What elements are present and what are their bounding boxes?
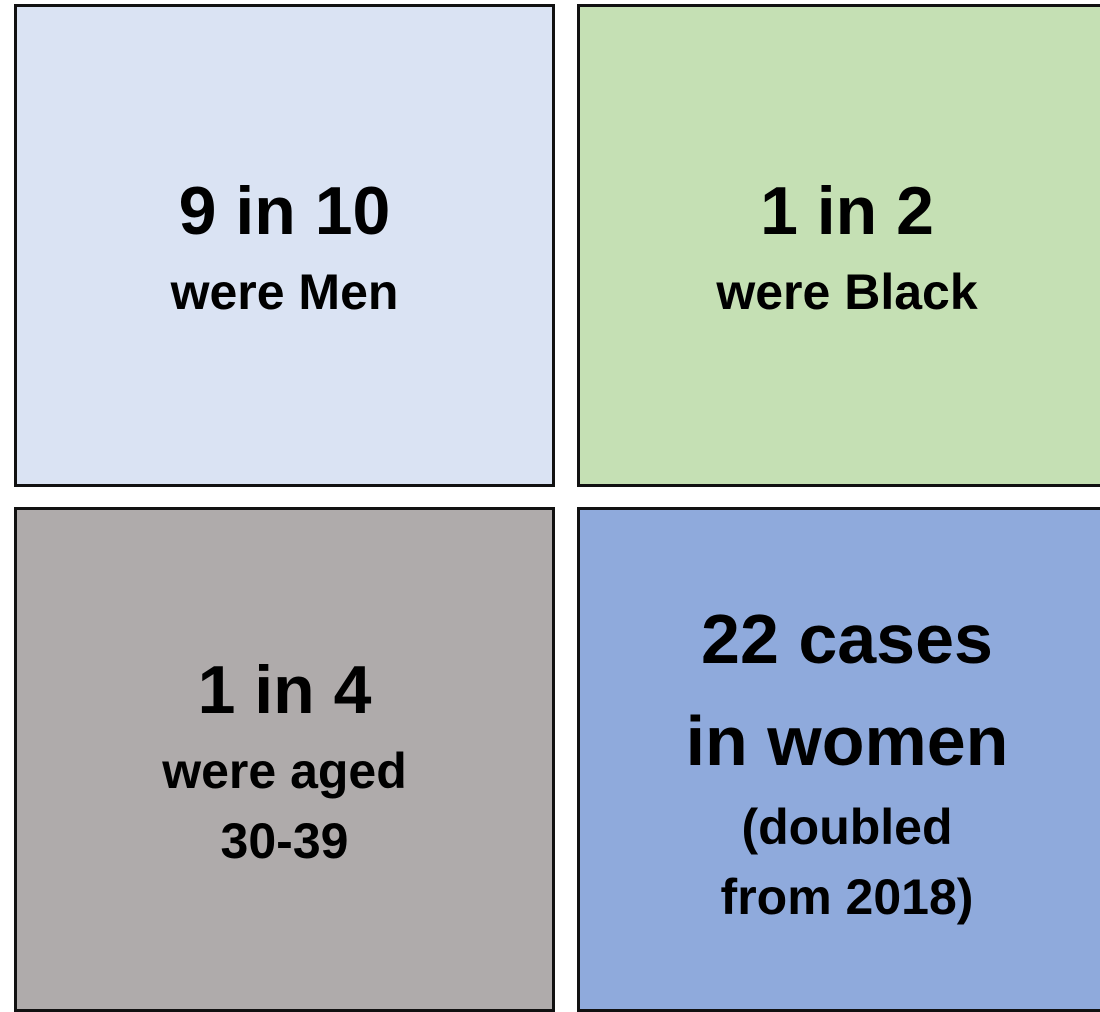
detail: 30-39 <box>220 812 349 869</box>
headline: 1 in 4 <box>197 651 372 728</box>
headline: in women <box>685 701 1009 780</box>
detail: from 2018) <box>720 868 974 925</box>
stat-tile: 1 in 2 were Black <box>577 4 1100 487</box>
headline: 9 in 10 <box>178 172 391 249</box>
page: 9 in 10 were Men 1 in 2 were Black 1 in 4 w… <box>14 4 1100 1012</box>
detail: were aged <box>162 742 407 799</box>
stat-tile: 22 cases in women (doubled from 2018) <box>577 507 1100 1012</box>
detail: were Men <box>170 263 399 320</box>
detail: (doubled <box>741 798 953 855</box>
stat-tile: 1 in 4 were aged 30-39 <box>14 507 555 1012</box>
detail: were Black <box>716 263 978 320</box>
stat-tile: 9 in 10 were Men <box>14 4 555 487</box>
headline: 22 cases <box>701 599 993 678</box>
headline: 1 in 2 <box>760 172 934 249</box>
